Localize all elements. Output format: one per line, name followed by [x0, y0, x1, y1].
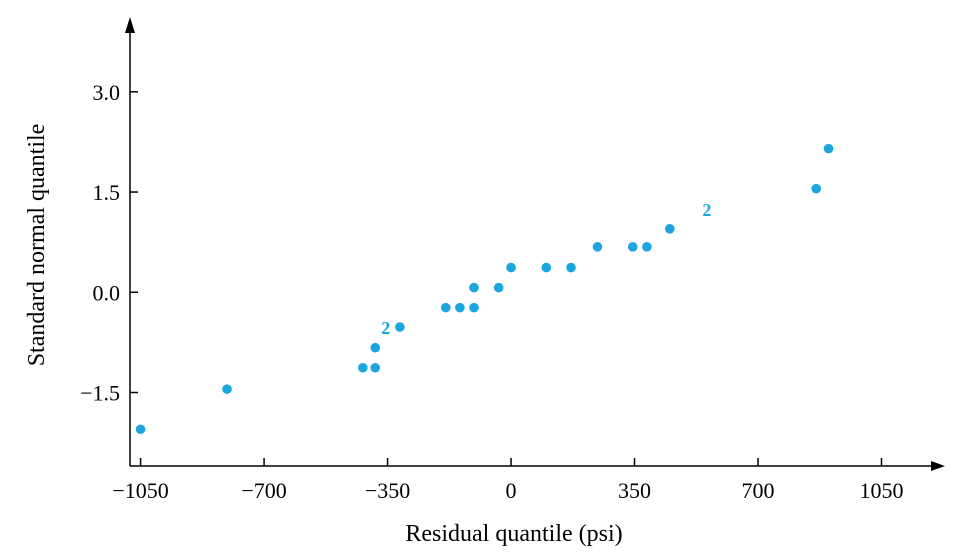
- y-tick-label: 0.0: [93, 280, 121, 305]
- data-point: [665, 223, 675, 234]
- x-tick-label: 1050: [859, 478, 903, 503]
- data-point: [823, 143, 834, 154]
- x-tick-label: 0: [506, 478, 517, 503]
- data-point: [135, 424, 146, 435]
- data-point: [469, 282, 479, 293]
- data-point: [440, 302, 451, 313]
- data-point: [493, 282, 504, 293]
- data-point: [395, 322, 405, 332]
- data-point: [566, 262, 576, 273]
- point-count-label: 2: [381, 318, 390, 338]
- x-ticks: −1050 −700 −350 0 350 700 1050: [112, 458, 903, 503]
- x-tick-label: −700: [241, 478, 286, 503]
- y-tick-label: 1.5: [93, 180, 121, 205]
- x-tick-label: −1050: [112, 478, 168, 503]
- y-axis-title: Standard normal quantile: [24, 124, 50, 367]
- data-point: [541, 262, 552, 273]
- data-point: [455, 302, 465, 313]
- y-tick-label: 3.0: [93, 80, 121, 105]
- y-axis-arrow-icon: [125, 17, 135, 33]
- data-point: [358, 362, 368, 373]
- data-point: [222, 384, 232, 394]
- x-tick-label: −350: [365, 478, 410, 503]
- data-point: [469, 302, 479, 313]
- data-point: [627, 242, 638, 252]
- data-point: [370, 342, 381, 353]
- data-points: [135, 143, 834, 435]
- x-tick-label: 700: [742, 478, 775, 503]
- y-tick-label: −1.5: [80, 381, 120, 406]
- annotations: 22: [381, 200, 711, 338]
- data-point: [642, 242, 652, 252]
- axes: [125, 17, 945, 471]
- data-point: [506, 262, 516, 273]
- data-point: [811, 183, 822, 194]
- data-point: [592, 242, 603, 252]
- data-point: [370, 362, 381, 373]
- point-count-label: 2: [702, 200, 711, 220]
- x-axis-title: Residual quantile (psi): [405, 521, 622, 547]
- y-ticks: −1.5 0.0 1.5 3.0: [80, 80, 138, 406]
- x-tick-label: 350: [618, 478, 651, 503]
- x-axis-arrow-icon: [931, 461, 945, 471]
